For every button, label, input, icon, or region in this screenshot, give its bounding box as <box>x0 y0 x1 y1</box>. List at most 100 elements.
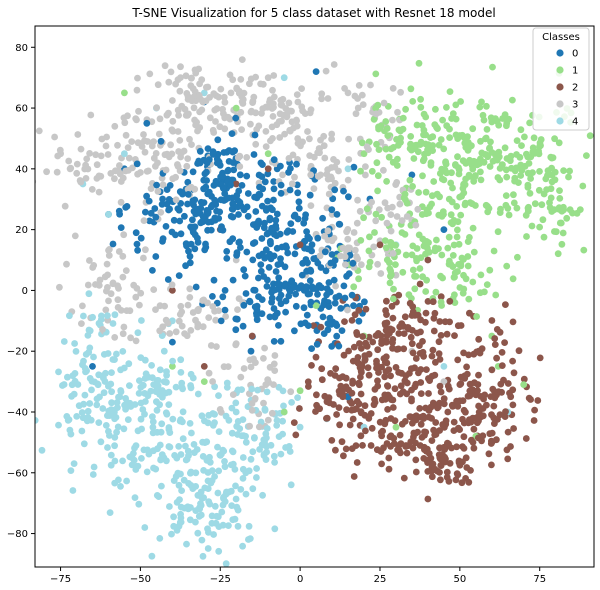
scatter-point-class-1 <box>410 155 418 162</box>
scatter-point-class-4 <box>109 406 116 414</box>
scatter-point-class-1 <box>469 278 477 286</box>
scatter-point-class-4 <box>228 404 236 412</box>
scatter-point-class-0 <box>350 163 358 171</box>
scatter-point-class-4 <box>156 535 164 542</box>
scatter-point-class-1 <box>481 288 488 296</box>
scatter-point-class-3 <box>203 83 210 91</box>
scatter-point-class-3 <box>345 135 352 143</box>
scatter-point-class-1 <box>492 291 500 299</box>
scatter-point-class-4 <box>112 414 120 421</box>
scatter-point-class-3 <box>344 306 351 314</box>
scatter-point-class-4 <box>158 420 166 428</box>
scatter-point-class-2 <box>408 395 415 403</box>
scatter-point-class-0 <box>213 159 221 167</box>
scatter-point-class-0 <box>312 68 320 75</box>
scatter-point-class-1 <box>427 159 435 167</box>
scatter-point-class-2 <box>488 317 496 324</box>
scatter-point-class-4 <box>155 493 163 500</box>
scatter-point-class-4 <box>113 350 120 358</box>
scatter-point-class-0 <box>313 340 321 348</box>
scatter-point-class-0 <box>304 245 312 253</box>
scatter-point-class-4 <box>137 415 145 423</box>
scatter-point-class-3 <box>111 334 119 341</box>
scatter-point-class-3 <box>205 314 213 321</box>
scatter-point-class-0 <box>143 192 151 200</box>
scatter-point-class-0 <box>272 216 280 224</box>
scatter-point-class-2 <box>358 369 365 376</box>
scatter-point-class-2 <box>500 376 507 384</box>
scatter-point-class-4 <box>102 422 110 429</box>
scatter-point-class-2 <box>462 454 470 462</box>
scatter-point-class-4 <box>85 290 93 298</box>
scatter-point-class-4 <box>100 351 108 358</box>
scatter-point-class-2 <box>416 280 424 288</box>
scatter-point-class-4 <box>205 411 213 419</box>
scatter-point-class-2 <box>374 346 382 354</box>
scatter-point-class-4 <box>102 369 109 377</box>
scatter-point-class-4 <box>80 440 88 448</box>
scatter-point-class-3 <box>77 178 85 186</box>
scatter-point-class-3 <box>387 211 395 219</box>
scatter-point-class-0 <box>250 151 258 158</box>
scatter-point-class-2 <box>460 349 467 357</box>
scatter-point-class-2 <box>412 468 420 476</box>
scatter-point-class-2 <box>321 392 329 400</box>
scatter-point-class-0 <box>223 255 231 262</box>
scatter-point-class-3 <box>35 127 43 135</box>
scatter-point-class-0 <box>275 274 283 282</box>
scatter-point-class-4 <box>279 417 286 425</box>
scatter-point-class-3 <box>111 175 118 183</box>
scatter-point-class-1 <box>526 190 534 197</box>
scatter-point-class-1 <box>397 127 404 135</box>
scatter-point-class-3 <box>335 167 342 175</box>
scatter-point-class-3 <box>121 119 129 127</box>
scatter-point-class-3 <box>176 87 184 95</box>
scatter-point-class-1 <box>472 172 479 179</box>
scatter-point-class-1 <box>464 253 472 260</box>
scatter-point-class-0 <box>177 230 185 238</box>
scatter-point-class-2 <box>382 368 390 375</box>
scatter-point-class-0 <box>293 160 300 168</box>
scatter-point-class-3 <box>180 147 188 155</box>
scatter-point-class-1 <box>394 155 401 163</box>
scatter-point-class-4 <box>277 450 285 458</box>
scatter-point-class-4 <box>249 448 257 456</box>
scatter-point-class-2 <box>464 392 472 400</box>
scatter-point-class-1 <box>502 166 510 174</box>
scatter-point-class-0 <box>235 187 243 195</box>
scatter-point-class-3 <box>251 395 259 402</box>
scatter-point-class-0 <box>200 185 208 193</box>
scatter-point-class-4 <box>215 523 223 530</box>
scatter-point-class-2 <box>475 371 482 379</box>
scatter-point-class-4 <box>294 394 301 401</box>
scatter-point-class-1 <box>421 239 429 246</box>
scatter-point-class-2 <box>474 417 482 425</box>
scatter-point-class-0 <box>308 241 316 249</box>
scatter-point-class-2 <box>402 443 410 450</box>
scatter-point-class-4 <box>85 348 93 356</box>
scatter-point-class-1 <box>428 200 435 208</box>
scatter-point-class-0 <box>243 172 251 180</box>
scatter-point-class-2 <box>490 402 498 410</box>
legend-label-class-4: 4 <box>572 117 578 128</box>
scatter-point-class-4 <box>73 413 81 420</box>
scatter-point-class-4 <box>205 498 213 505</box>
scatter-point-class-2 <box>510 369 518 377</box>
scatter-point-class-0 <box>290 212 298 220</box>
scatter-point-class-0 <box>307 266 314 274</box>
scatter-point-class-1 <box>447 211 455 219</box>
scatter-point-class-0 <box>332 294 340 301</box>
scatter-point-class-2 <box>362 427 369 435</box>
scatter-point-class-1 <box>457 211 465 219</box>
scatter-point-class-1 <box>383 178 390 185</box>
scatter-point-class-3 <box>304 128 311 135</box>
scatter-point-class-0 <box>324 326 332 334</box>
scatter-point-class-4 <box>231 515 239 523</box>
scatter-point-class-2 <box>380 444 387 452</box>
scatter-point-class-3 <box>377 270 385 277</box>
scatter-point-class-2 <box>446 318 453 326</box>
scatter-point-class-3 <box>95 282 103 289</box>
scatter-point-class-2 <box>349 379 356 387</box>
scatter-point-class-4 <box>279 430 286 438</box>
scatter-point-class-2 <box>318 376 326 384</box>
